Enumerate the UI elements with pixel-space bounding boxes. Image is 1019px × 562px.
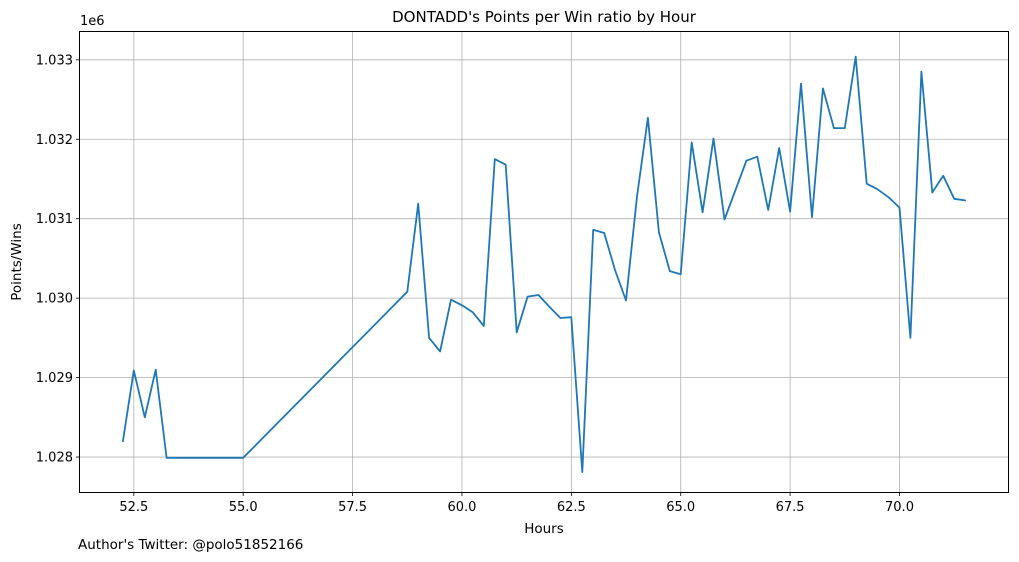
y-axis: 1.028 1.029 1.030 1.031 1.032 1.033 <box>36 53 80 466</box>
y-tick-label: 1.029 <box>36 371 73 386</box>
x-axis: 52.5 55.0 57.5 60.0 62.5 65.0 67.5 70.0 <box>119 492 914 515</box>
y-tick-label: 1.028 <box>36 451 73 466</box>
x-tick-label: 62.5 <box>557 500 586 515</box>
chart-title: DONTADD's Points per Win ratio by Hour <box>392 8 697 26</box>
x-tick-label: 60.0 <box>447 500 476 515</box>
y-tick-label: 1.031 <box>36 212 73 227</box>
y-offset-label: 1e6 <box>80 14 105 29</box>
x-axis-label: Hours <box>524 521 564 537</box>
x-tick-label: 70.0 <box>885 500 914 515</box>
x-tick-label: 52.5 <box>119 500 148 515</box>
y-axis-label: Points/Wins <box>9 223 25 301</box>
grid <box>80 32 1008 492</box>
author-credit: Author's Twitter: @polo51852166 <box>78 537 304 553</box>
x-tick-label: 57.5 <box>338 500 367 515</box>
series-layer <box>122 55 966 474</box>
x-tick-label: 67.5 <box>776 500 805 515</box>
x-tick-label: 65.0 <box>666 500 695 515</box>
series-line <box>122 55 966 474</box>
y-tick-label: 1.033 <box>36 53 73 68</box>
x-tick-label: 55.0 <box>229 500 258 515</box>
y-tick-label: 1.032 <box>36 133 73 148</box>
plot-frame <box>79 31 1009 493</box>
y-tick-label: 1.030 <box>36 292 73 307</box>
